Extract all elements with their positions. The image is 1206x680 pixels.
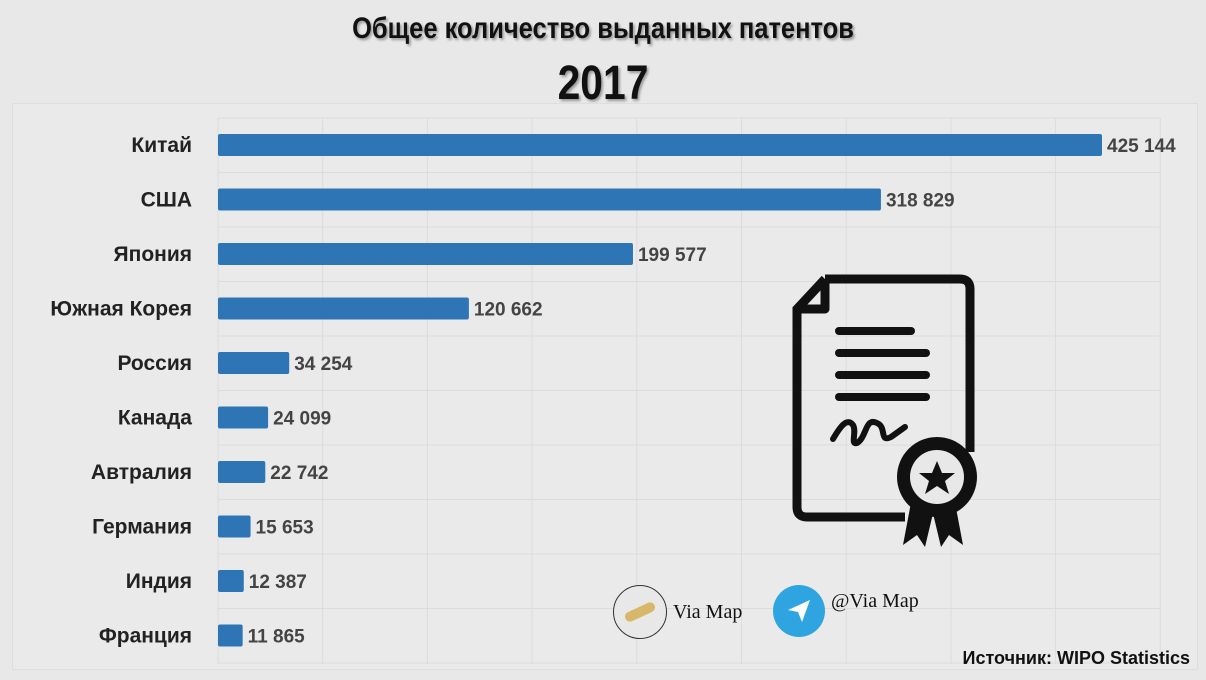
category-label: Россия [117, 352, 192, 375]
bar [218, 461, 266, 483]
value-label: 22 742 [270, 463, 328, 484]
value-label: 12 387 [249, 572, 307, 593]
telegram-link[interactable]: @Via Map [773, 585, 919, 637]
category-label: Автралия [91, 461, 192, 484]
value-label: 11 865 [248, 627, 305, 648]
site-name: Via Map [673, 600, 743, 623]
category-label: Франция [99, 625, 192, 648]
value-label: 199 577 [638, 245, 707, 266]
value-label: 34 254 [294, 354, 353, 375]
category-label: Канада [118, 407, 192, 430]
bars: Китай 425 144 США 318 829 Япония 199 577 Южная… [50, 134, 1176, 648]
patent-certificate-icon [792, 274, 977, 547]
scroll-icon [613, 585, 667, 639]
value-label: 120 662 [474, 300, 543, 321]
bar [218, 188, 881, 211]
bar [218, 243, 633, 265]
bar [218, 352, 290, 374]
value-label: 24 099 [273, 409, 331, 430]
chart-subtitle: 2017 [557, 57, 649, 110]
value-label: 425 144 [1107, 136, 1176, 157]
category-label: США [141, 189, 192, 212]
bar [218, 570, 244, 592]
telegram-handle: @Via Map [831, 589, 919, 612]
value-label: 15 653 [256, 518, 314, 539]
category-label: Южная Корея [50, 298, 192, 321]
telegram-icon [773, 585, 825, 637]
bar [218, 515, 251, 538]
bar [218, 134, 1102, 156]
category-label: Индия [126, 570, 192, 593]
bar [218, 297, 469, 320]
category-label: Япония [114, 243, 192, 266]
category-label: Германия [92, 516, 192, 539]
category-label: Китай [131, 134, 192, 157]
chart-title: Общее количество выданных патентов [352, 12, 854, 45]
bar [218, 406, 269, 429]
bar [218, 624, 243, 647]
value-label: 318 829 [886, 191, 955, 212]
site-brand[interactable]: Via Map [613, 585, 742, 639]
source-note: Источник: WIPO Statistics [962, 648, 1191, 668]
